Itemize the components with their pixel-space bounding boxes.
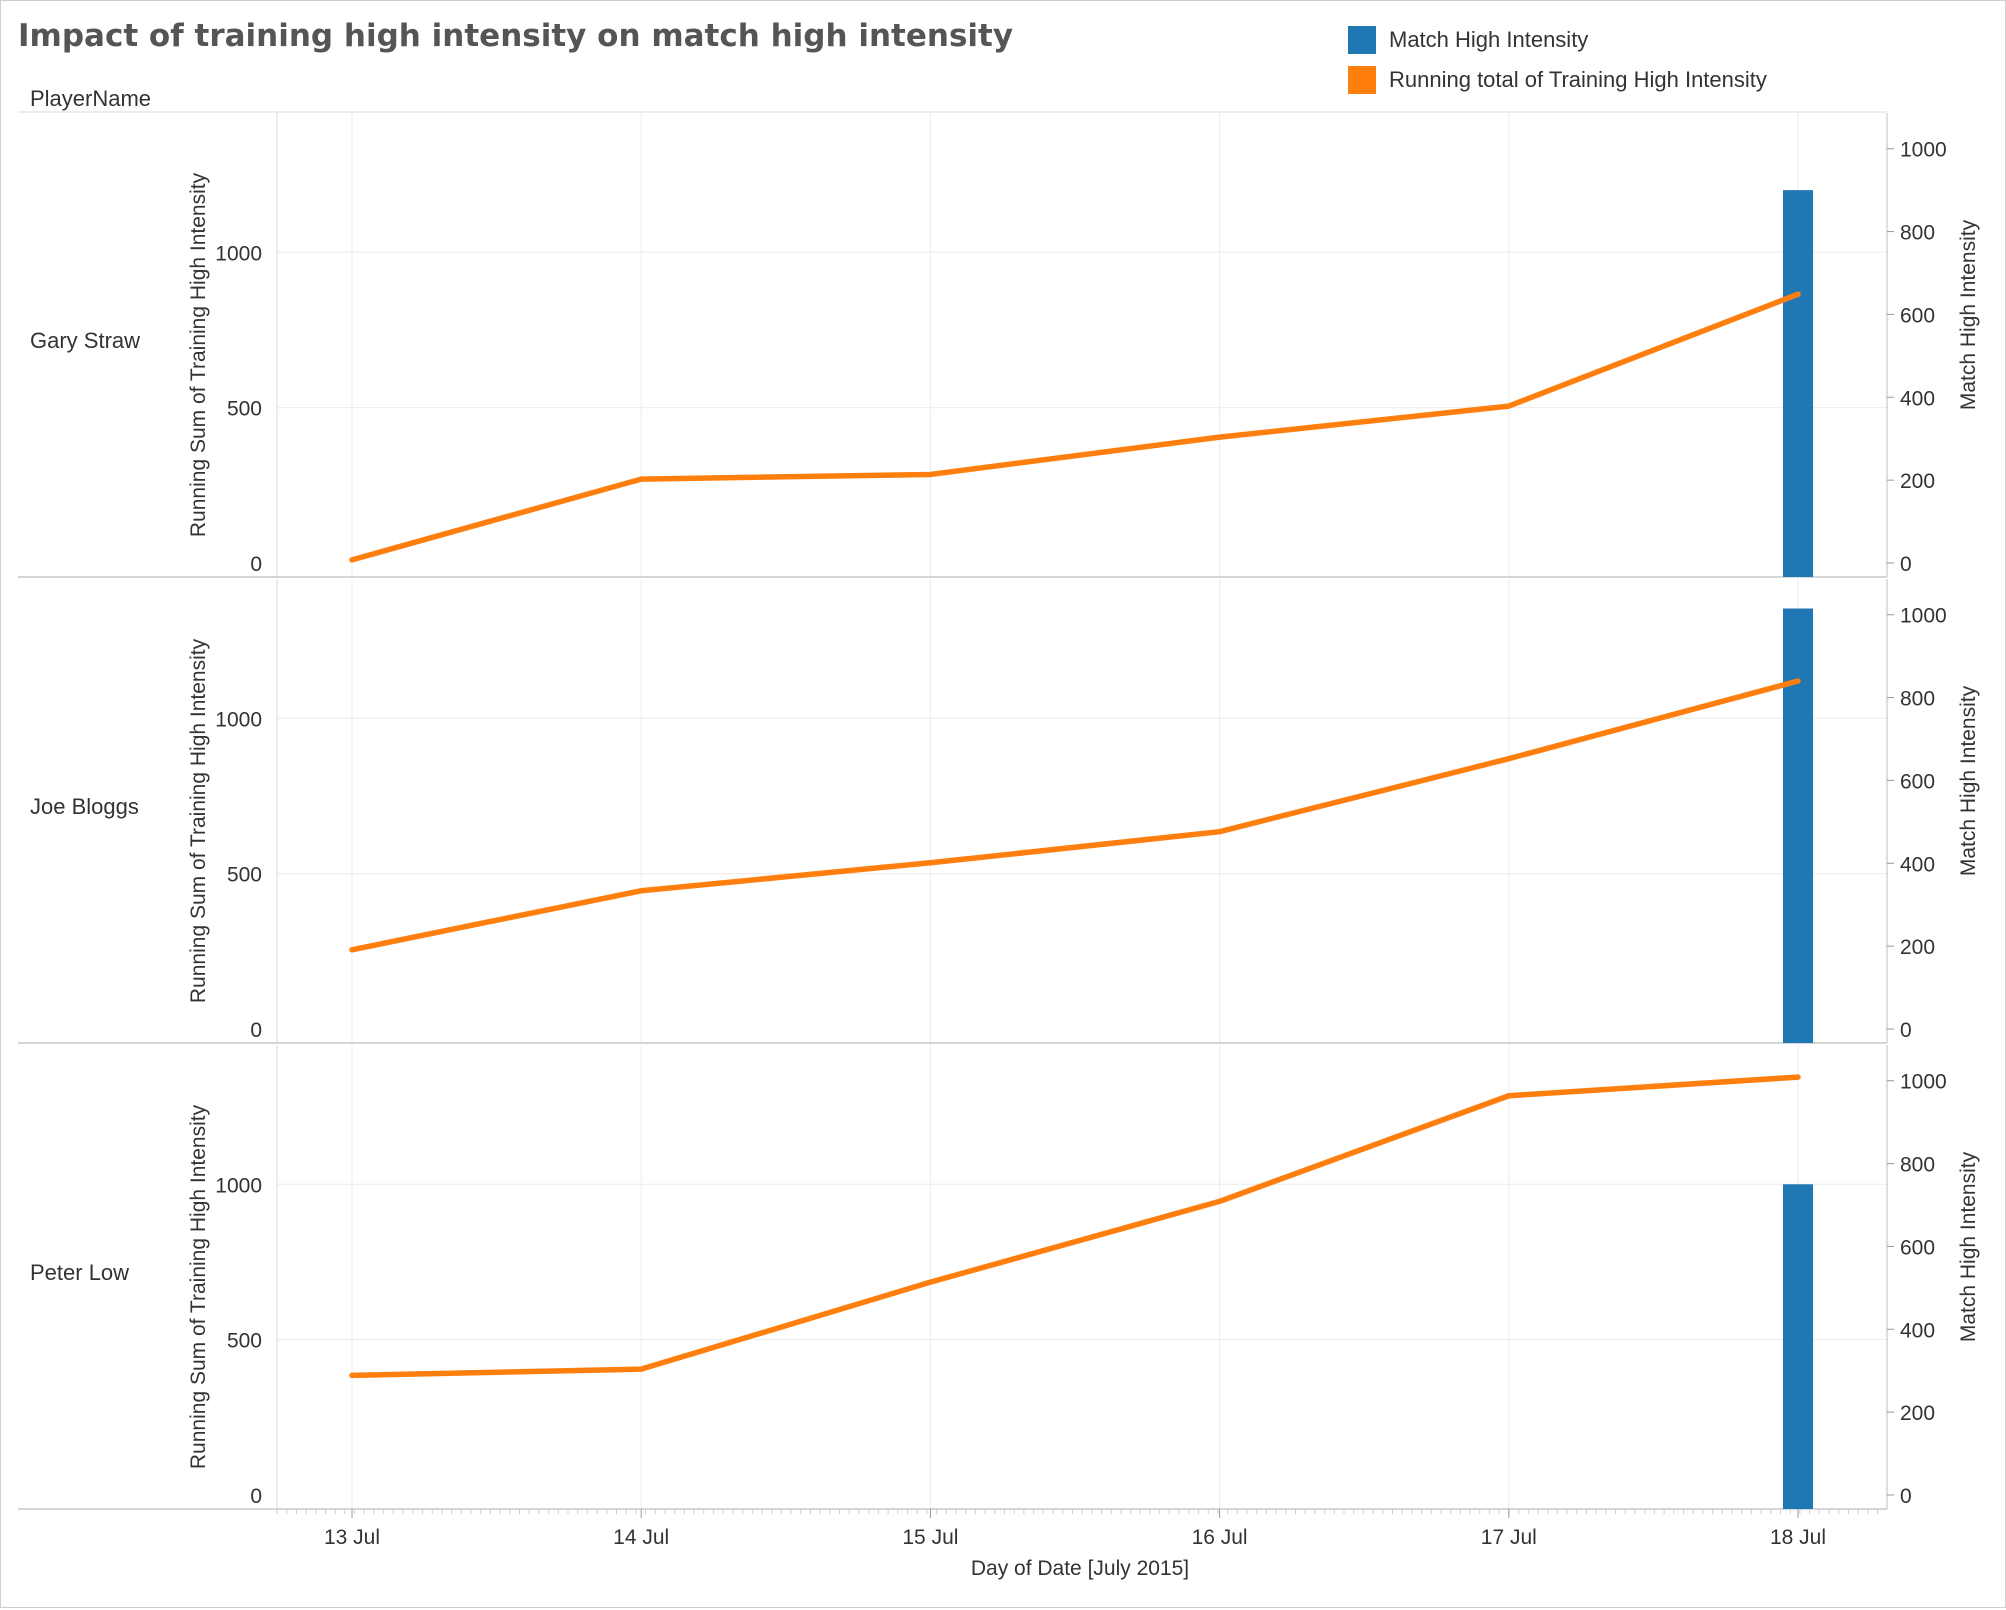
training-point[interactable]	[1795, 1074, 1801, 1080]
training-point[interactable]	[927, 860, 933, 866]
left-axis-title: Running Sum of Training High Intensity	[187, 638, 210, 1003]
training-point[interactable]	[1795, 678, 1801, 684]
x-axis: 13 Jul 14 Jul 15 Jul 16 Jul 17 Jul 18 Jul Day …	[276, 1509, 1878, 1580]
row-label: Joe Bloggs	[30, 794, 139, 819]
training-point[interactable]	[927, 1279, 933, 1285]
x-tick-label: 14 Jul	[613, 1526, 669, 1549]
training-running-total-line[interactable]	[349, 678, 1801, 953]
left-tick-label: 500	[227, 864, 262, 887]
left-tick-label: 500	[227, 1330, 262, 1353]
training-point[interactable]	[1506, 1093, 1512, 1099]
left-tick-label: 500	[227, 398, 262, 421]
training-point[interactable]	[1217, 829, 1223, 835]
right-tick-label: 200	[1900, 470, 1935, 493]
training-point[interactable]	[1217, 1198, 1223, 1204]
row-label: Gary Straw	[30, 328, 140, 353]
legend-label-training: Running total of Training High Intensity	[1389, 67, 1767, 92]
match-bar[interactable]	[1783, 1184, 1813, 1509]
right-tick-label: 400	[1900, 853, 1935, 876]
match-bar[interactable]	[1783, 190, 1813, 577]
right-axis-title: Match High Intensity	[1957, 1151, 1980, 1342]
right-tick-label: 400	[1900, 1319, 1935, 1342]
x-tick-label: 16 Jul	[1192, 1526, 1248, 1549]
row-label: Peter Low	[30, 1260, 129, 1285]
training-point[interactable]	[349, 557, 355, 563]
right-tick-label: 0	[1900, 1485, 1912, 1508]
training-point[interactable]	[1217, 434, 1223, 440]
left-tick-label: 0	[250, 1485, 262, 1508]
x-tick-label: 15 Jul	[902, 1526, 958, 1549]
legend-item-match[interactable]: Match High Intensity	[1348, 20, 1767, 60]
right-tick-label: 600	[1900, 304, 1935, 327]
legend-swatch-match	[1348, 26, 1376, 54]
left-tick-label: 1000	[215, 708, 262, 731]
right-tick-label: 0	[1900, 553, 1912, 576]
training-point[interactable]	[638, 476, 644, 482]
training-point[interactable]	[638, 888, 644, 894]
left-tick-label: 1000	[215, 1174, 262, 1197]
right-tick-label: 1000	[1900, 139, 1947, 162]
x-tick-label: 17 Jul	[1481, 1526, 1537, 1549]
right-axis-title: Match High Intensity	[1957, 685, 1980, 876]
right-tick-label: 800	[1900, 688, 1935, 711]
right-tick-label: 600	[1900, 1236, 1935, 1259]
training-running-total-line[interactable]	[349, 291, 1801, 563]
match-bar[interactable]	[1783, 608, 1813, 1044]
training-point[interactable]	[1506, 403, 1512, 409]
right-tick-label: 200	[1900, 1402, 1935, 1425]
training-point[interactable]	[1795, 291, 1801, 297]
chart-title: Impact of training high intensity on mat…	[18, 18, 1014, 54]
right-tick-label: 200	[1900, 936, 1935, 959]
legend-item-training[interactable]: Running total of Training High Intensity	[1348, 60, 1767, 100]
training-point[interactable]	[349, 947, 355, 953]
x-tick-label: 13 Jul	[324, 1526, 380, 1549]
right-tick-label: 800	[1900, 1154, 1935, 1177]
left-axis-title: Running Sum of Training High Intensity	[187, 172, 210, 537]
right-tick-label: 400	[1900, 387, 1935, 410]
x-axis-title: Day of Date [July 2015]	[971, 1557, 1189, 1580]
left-tick-label: 0	[250, 1019, 262, 1042]
right-tick-label: 1000	[1900, 1071, 1947, 1094]
legend-swatch-training	[1348, 66, 1376, 94]
left-axis-title: Running Sum of Training High Intensity	[187, 1104, 210, 1469]
x-tick-label: 18 Jul	[1770, 1526, 1826, 1549]
left-tick-label: 0	[250, 553, 262, 576]
right-tick-label: 0	[1900, 1019, 1912, 1042]
training-running-total-line[interactable]	[349, 1074, 1801, 1379]
left-tick-label: 1000	[215, 242, 262, 265]
right-tick-label: 600	[1900, 770, 1935, 793]
training-point[interactable]	[1506, 756, 1512, 762]
right-tick-label: 800	[1900, 222, 1935, 245]
training-point[interactable]	[927, 471, 933, 477]
training-point[interactable]	[349, 1372, 355, 1378]
training-point[interactable]	[638, 1366, 644, 1372]
right-tick-label: 1000	[1900, 605, 1947, 628]
legend-label-match: Match High Intensity	[1389, 27, 1589, 52]
row-header-label: PlayerName	[30, 86, 152, 111]
legend: Match High Intensity Running total of Tr…	[1348, 20, 1767, 100]
right-axis-title: Match High Intensity	[1957, 219, 1980, 410]
